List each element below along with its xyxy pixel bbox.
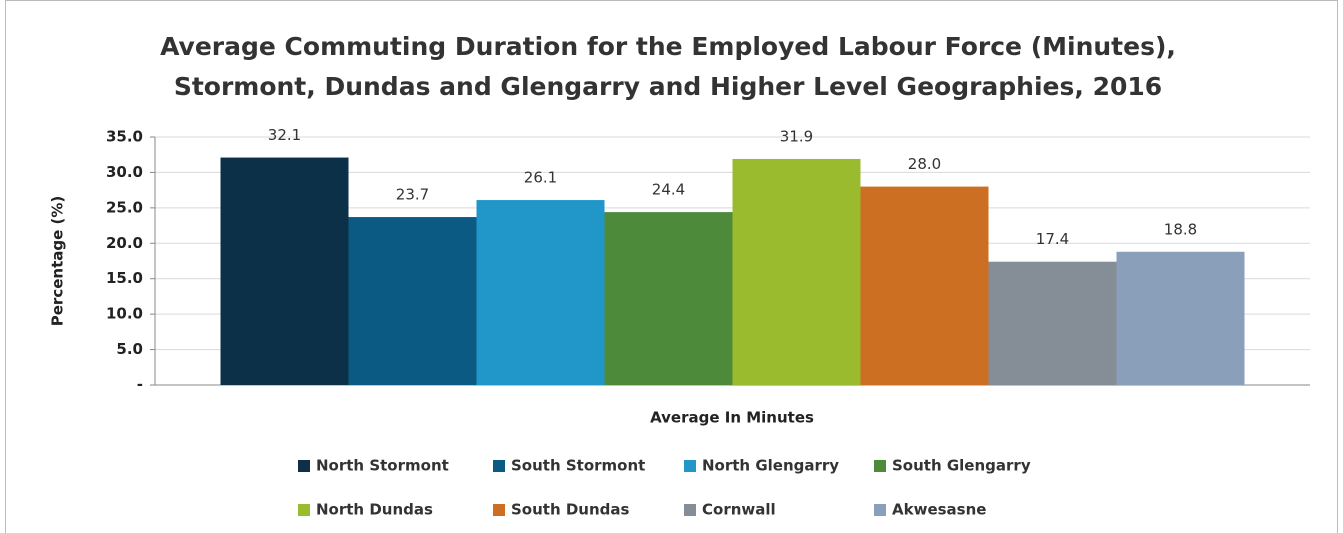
bar <box>860 186 989 385</box>
legend-swatch <box>684 460 696 472</box>
bar <box>348 217 477 385</box>
legend-label: North Glengarry <box>702 457 839 475</box>
bar <box>220 157 349 385</box>
value-label: 18.8 <box>1164 220 1197 238</box>
y-tick-label: - <box>137 376 143 394</box>
legend-label: Akwesasne <box>892 501 986 519</box>
legend-label: South Dundas <box>511 501 630 519</box>
chart-title: Stormont, Dundas and Glengarry and Highe… <box>174 72 1162 101</box>
bar <box>476 200 605 385</box>
legend-label: South Stormont <box>511 457 645 475</box>
y-tick-label: 15.0 <box>106 269 143 287</box>
legend-swatch <box>493 504 505 516</box>
bar <box>732 158 861 385</box>
legend-swatch <box>298 504 310 516</box>
legend-label: North Dundas <box>316 501 433 519</box>
legend-swatch <box>298 460 310 472</box>
value-label: 31.9 <box>780 127 813 145</box>
bar <box>604 212 733 385</box>
value-label: 28.0 <box>908 155 941 173</box>
legend-label: North Stormont <box>316 457 449 475</box>
legend-swatch <box>493 460 505 472</box>
x-axis-title: Average In Minutes <box>650 409 814 427</box>
value-label: 26.1 <box>524 169 557 187</box>
legend-label: South Glengarry <box>892 457 1031 475</box>
chart-title: Average Commuting Duration for the Emplo… <box>160 32 1176 61</box>
value-label: 17.4 <box>1036 230 1069 248</box>
y-axis-title: Percentage (%) <box>49 196 67 326</box>
value-label: 23.7 <box>396 186 429 204</box>
y-tick-label: 10.0 <box>106 305 143 323</box>
legend-label: Cornwall <box>702 501 776 519</box>
y-tick-label: 35.0 <box>106 128 143 146</box>
value-label: 24.4 <box>652 181 685 199</box>
y-tick-label: 30.0 <box>106 163 143 181</box>
legend-swatch <box>874 504 886 516</box>
y-tick-label: 25.0 <box>106 198 143 216</box>
bar <box>988 261 1117 385</box>
legend-swatch <box>684 504 696 516</box>
y-tick-label: 5.0 <box>116 340 143 358</box>
bar <box>1116 251 1245 385</box>
y-tick-label: 20.0 <box>106 234 143 252</box>
legend-swatch <box>874 460 886 472</box>
value-label: 32.1 <box>268 126 301 144</box>
